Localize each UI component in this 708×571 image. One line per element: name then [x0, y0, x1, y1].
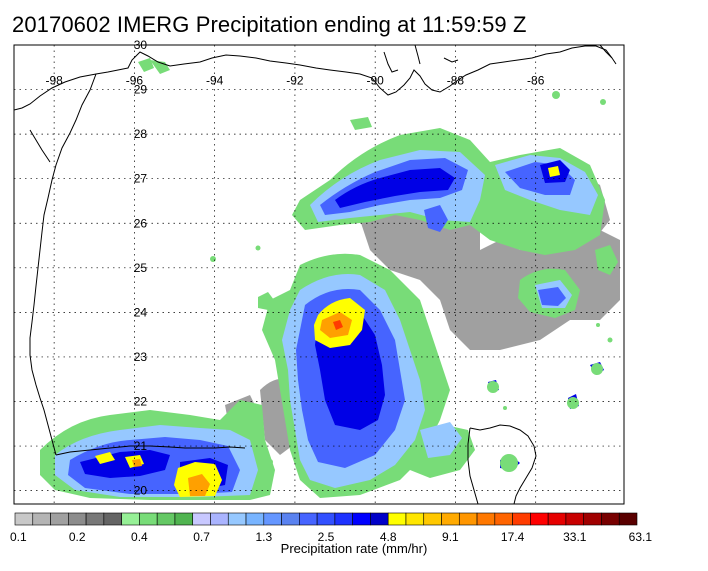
colorbar-swatch: [103, 512, 122, 526]
lat-label: 24: [134, 305, 148, 319]
colorbar-label: 4.8: [380, 530, 397, 544]
colorbar-label: 0.2: [69, 530, 86, 544]
colorbar-swatch: [245, 512, 265, 526]
colorbar-label: 1.3: [255, 530, 272, 544]
precip-scattered-cells: [210, 91, 613, 472]
coastline: [14, 45, 617, 504]
colorbar-labels: 0.1 0.2 0.4 0.7 1.3 2.5 4.8 9.1 17.4 33.1 63.1: [10, 530, 652, 544]
lon-label: -90: [367, 74, 385, 88]
lon-label: -96: [126, 74, 144, 88]
lat-label: 28: [134, 127, 148, 141]
colorbar-swatch: [85, 512, 105, 526]
colorbar-label: 33.1: [563, 530, 587, 544]
colorbar-swatch: [68, 512, 87, 526]
colorbar-swatch: [299, 512, 318, 526]
colorbar-swatch: [370, 512, 389, 526]
colorbar-label: 0.4: [131, 530, 148, 544]
colorbar-swatch: [583, 512, 602, 526]
colorbar-swatch: [281, 512, 300, 526]
lon-label: -94: [206, 74, 224, 88]
lon-label: -88: [447, 74, 465, 88]
colorbar-swatch: [441, 512, 460, 526]
colorbar-swatch: [192, 512, 211, 526]
colorbar-swatch: [121, 512, 140, 526]
colorbar-swatch: [423, 512, 442, 526]
lat-label: 21: [134, 439, 148, 453]
colorbar-swatch: [476, 512, 496, 526]
colorbar-swatch: [512, 512, 531, 526]
longitude-labels: -98 -96 -94 -92 -90 -88 -86: [45, 74, 544, 88]
colorbar-swatch: [156, 512, 176, 526]
colorbar-swatch: [263, 512, 282, 526]
colorbar-label: 0.7: [193, 530, 210, 544]
colorbar-title: Precipitation rate (mm/hr): [280, 541, 428, 556]
colorbar-label: 17.4: [501, 530, 525, 544]
colorbar-swatch: [458, 512, 478, 526]
latitude-labels: 30 29 28 27 26 25 24 23 22 21 20: [134, 38, 148, 498]
map-title: 20170602 IMERG Precipitation ending at 1…: [12, 12, 527, 37]
colorbar-swatches: [14, 512, 638, 526]
colorbar-swatch: [32, 512, 51, 526]
colorbar-swatch: [139, 512, 158, 526]
colorbar-swatch: [334, 512, 353, 526]
colorbar-swatch: [174, 512, 194, 526]
colorbar-swatch: [565, 512, 584, 526]
colorbar-label: 0.1: [10, 530, 27, 544]
colorbar-swatch: [387, 512, 407, 526]
lat-label: 25: [134, 261, 148, 275]
colorbar-label: 63.1: [629, 530, 653, 544]
map-frame: [13, 44, 625, 505]
colorbar-swatch: [618, 512, 638, 526]
lon-label: -92: [286, 74, 304, 88]
colorbar-swatch: [494, 512, 513, 526]
lon-label: -86: [527, 74, 545, 88]
colorbar-swatch: [316, 512, 336, 526]
lat-label: 22: [134, 395, 148, 409]
colorbar-swatch: [547, 512, 567, 526]
colorbar-swatch: [601, 512, 620, 526]
colorbar-swatch: [530, 512, 549, 526]
lon-label: -98: [45, 74, 63, 88]
lat-label: 20: [134, 484, 148, 498]
lat-label: 23: [134, 350, 148, 364]
colorbar-swatch: [405, 512, 425, 526]
colorbar-label: 9.1: [442, 530, 459, 544]
colorbar-swatch: [227, 512, 247, 526]
precip-red-areas: [333, 320, 343, 330]
lat-label: 30: [134, 38, 148, 52]
colorbar-swatch: [14, 512, 34, 526]
lat-label: 27: [134, 172, 148, 186]
colorbar-swatch: [210, 512, 229, 526]
lat-label: 26: [134, 216, 148, 230]
colorbar-swatch: [50, 512, 69, 526]
lat-label: 29: [134, 83, 148, 97]
colorbar-label: 2.5: [318, 530, 335, 544]
colorbar-swatch: [352, 512, 371, 526]
